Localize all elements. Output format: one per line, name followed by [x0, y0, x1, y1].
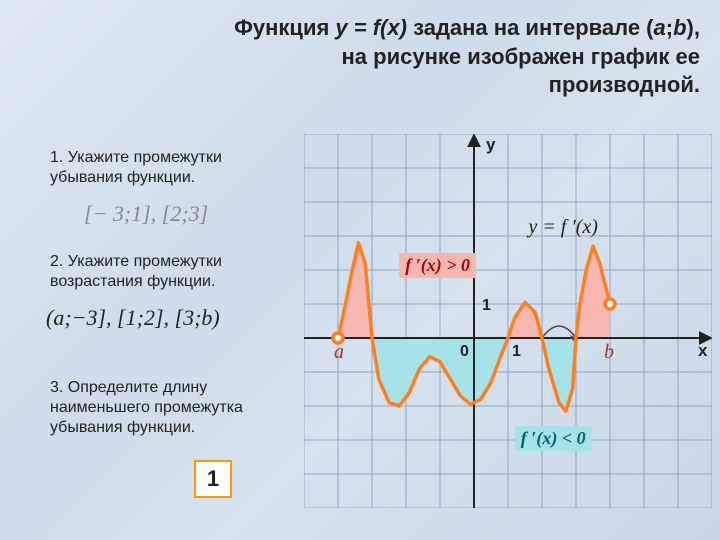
svg-text:y: y [486, 135, 496, 154]
question-1: 1. Укажите промежутки убывания функции. [50, 148, 280, 188]
svg-text:1: 1 [482, 297, 491, 314]
svg-text:x: x [698, 341, 708, 360]
svg-text:1: 1 [512, 343, 521, 360]
answer-2: (a;−3], [1;2], [3;b) [46, 304, 220, 332]
title-line3: производной. [549, 72, 700, 97]
title-line2: на рисунке изображен график ее [342, 44, 700, 69]
derivative-chart: y x 0 1 1 a b [304, 134, 712, 508]
badge-positive: f ′(x) > 0 [399, 253, 476, 278]
title-line1: Функция y = f(x) задана на интервале (a;… [234, 15, 700, 40]
svg-text:a: a [334, 341, 344, 363]
svg-text:b: b [604, 341, 614, 363]
answer-1: [− 3;1], [2;3] [84, 200, 208, 228]
equation-label: y = f ′(x) [528, 216, 598, 239]
badge-negative: f ′(x) < 0 [515, 426, 592, 451]
answer-3: 1 [194, 460, 232, 498]
question-3: 3. Определите длину наименьшего промежут… [50, 378, 290, 438]
svg-text:0: 0 [460, 343, 469, 360]
problem-title: Функция y = f(x) задана на интервале (a;… [60, 14, 700, 100]
question-2: 2. Укажите промежутки возрастания функци… [50, 252, 280, 292]
